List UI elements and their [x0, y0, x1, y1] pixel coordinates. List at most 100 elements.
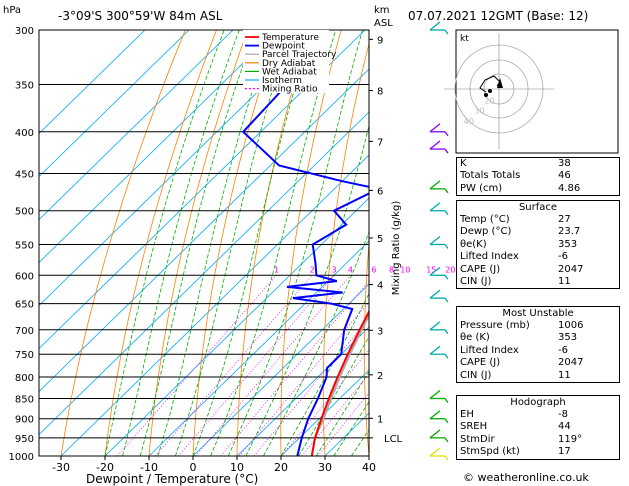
hodograph-name: EH: [460, 409, 474, 420]
surface-name: θe(K): [460, 238, 487, 250]
most-unstable-name: θe (K): [460, 332, 490, 344]
x-tick-label: -30: [52, 461, 70, 474]
surface-name: CIN (J): [460, 275, 492, 287]
index-name: K: [460, 158, 467, 169]
datetime-title: 07.07.2021 12GMT (Base: 12): [408, 9, 588, 23]
mixing-ratio-tick-label: 6: [372, 265, 377, 274]
series-line-dewpoint: [241, 30, 369, 456]
surface-value: 353: [558, 238, 578, 250]
indices-table: K 38 Totals Totals 46 PW (cm) 4.86: [456, 157, 620, 197]
hodograph-table: Hodograph EH -8 SREH 44 StmDir 119° StmSpd (kt…: [456, 395, 620, 460]
pressure-tick-label: 800: [15, 373, 34, 384]
most-unstable-name: Pressure (mb): [460, 320, 530, 331]
pressure-tick-label: 600: [15, 271, 34, 282]
wind-barb: [429, 289, 449, 303]
mixing-ratio-tick-label: 8: [389, 265, 394, 274]
most-unstable-value: 2047: [558, 357, 584, 369]
surface-table: Surface Temp (°C) 27 Dewp (°C) 23.7 θe(K) 353…: [456, 200, 620, 290]
most-unstable-value: -6: [558, 344, 568, 356]
series-line-parcel-trajectory: [310, 312, 369, 456]
wind-barb: [429, 202, 449, 216]
dry-adiabat-line: [148, 30, 249, 456]
hodograph-ring-label: 30: [474, 107, 484, 116]
wet-adiabat-line: [280, 292, 369, 456]
location-title: -3°09'S 300°59'W 84m ASL: [58, 9, 223, 23]
hodograph-value: 17: [558, 446, 571, 458]
wind-barb: [429, 345, 449, 359]
hodograph-name: StmDir: [460, 433, 495, 445]
isotherm-line: [39, 30, 278, 264]
mixing-ratio-tick-label: 3: [332, 265, 337, 274]
mixing-ratio-tick-label: 15: [426, 265, 436, 274]
mixing-ratio-line: [178, 275, 335, 456]
legend-entry: Parcel Trajectory: [262, 50, 337, 60]
mixing-ratio-tick-label: 1: [274, 265, 279, 274]
mixing-ratio-tick-label: 10: [400, 265, 410, 274]
km-tick-label: 4: [377, 281, 383, 292]
asl-label: ASL: [374, 18, 393, 29]
hodograph-row: SREH 44: [457, 421, 619, 433]
hodograph-point: [488, 89, 492, 93]
hodograph-value: 119°: [558, 433, 583, 445]
x-axis-label: Dewpoint / Temperature (°C): [86, 472, 258, 486]
mixing-ratio-line: [154, 275, 313, 456]
lcl-label: LCL: [384, 434, 403, 445]
index-value: 46: [558, 170, 571, 182]
isotherm-line: [148, 240, 369, 456]
hodograph-value: 44: [558, 421, 571, 433]
isotherm-line: [192, 283, 369, 456]
isotherm-line: [39, 68, 369, 393]
wet-adiabat-line: [210, 30, 337, 456]
isotherm-line: [39, 30, 322, 307]
hodograph-point: [484, 93, 488, 97]
hodograph-kt-label: kt: [460, 34, 469, 44]
index-value: 38: [558, 158, 571, 169]
axes-labels: 1234681015202530035040045050055060065070…: [9, 26, 471, 474]
surface-name: Temp (°C): [460, 214, 510, 225]
most-unstable-title: Most Unstable: [502, 308, 574, 319]
wind-barb: [429, 447, 449, 461]
pressure-tick-label: 850: [15, 394, 34, 405]
wet-adiabat-line: [122, 30, 240, 456]
isotherm-line: [60, 154, 369, 456]
km-tick-label: 5: [377, 234, 383, 245]
wind-barb: [429, 389, 449, 403]
surface-row: CAPE (J) 2047: [457, 264, 619, 276]
most-unstable-table: Most Unstable Pressure (mb) 1006 θe (K) 353…: [456, 306, 620, 383]
index-row: K 38: [457, 158, 619, 170]
pressure-tick-label: 650: [15, 300, 34, 311]
pressure-tick-label: 300: [15, 26, 34, 37]
surface-value: 11: [558, 275, 571, 287]
legend-entry: Dry Adiabat: [262, 59, 316, 69]
hodograph-value: -8: [558, 409, 568, 420]
km-tick-label: 9: [377, 35, 383, 46]
km-tick-label: 7: [377, 137, 383, 148]
most-unstable-name: CAPE (J): [460, 357, 501, 369]
pressure-tick-label: 550: [15, 240, 34, 251]
x-tick-label: 30: [318, 461, 332, 474]
wind-barb: [429, 429, 449, 443]
plot-frame: [38, 29, 370, 457]
legend-entry: Dewpoint: [262, 42, 305, 52]
surface-row: CIN (J) 11: [457, 276, 619, 288]
pressure-tick-label: 1000: [9, 452, 34, 463]
copyright: © weatheronline.co.uk: [463, 471, 589, 484]
legend-entry: Isotherm: [262, 76, 302, 86]
mixing-ratio-tick-label: 20: [445, 265, 455, 274]
dry-adiabat-line: [404, 30, 435, 456]
surface-value: 23.7: [558, 226, 581, 238]
x-tick-label: -20: [96, 461, 114, 474]
wind-barb: [429, 321, 449, 335]
hodograph-table-title: Hodograph: [510, 397, 566, 408]
surface-name: CAPE (J): [460, 263, 501, 275]
pressure-tick-label: 400: [15, 128, 34, 139]
x-tick-label: -10: [140, 461, 158, 474]
wind-barb: [429, 123, 449, 137]
mixing-ratio-tick-label: 4: [348, 265, 353, 274]
dry-adiabat-line: [104, 30, 217, 456]
x-tick-label: 40: [362, 461, 376, 474]
km-label: km: [374, 5, 390, 16]
surface-row: Dewp (°C) 23.7: [457, 226, 619, 238]
pressure-tick-label: 700: [15, 326, 34, 337]
